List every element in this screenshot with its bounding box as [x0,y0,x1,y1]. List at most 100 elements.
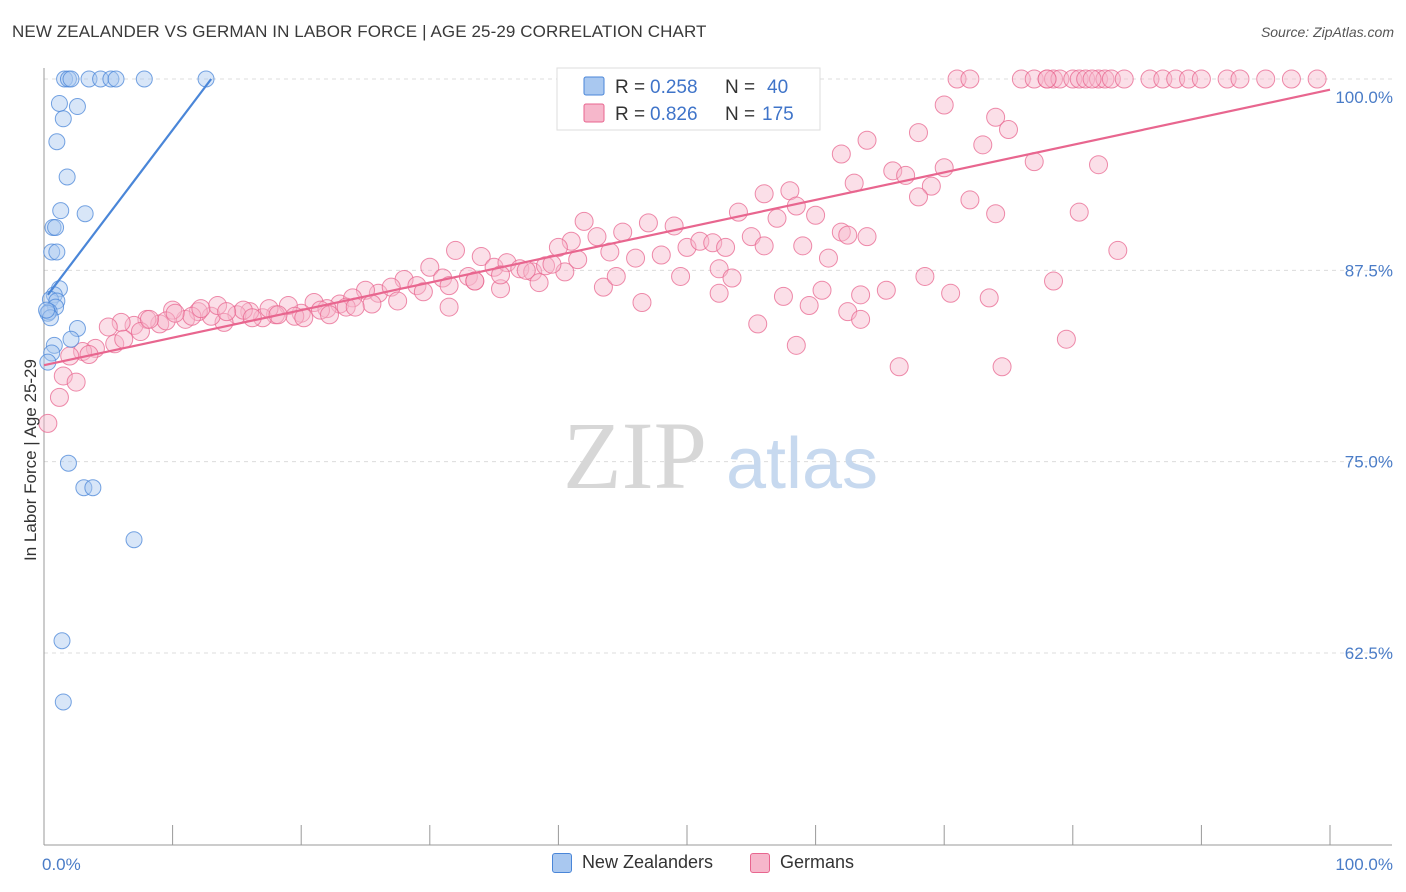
legend-swatch-new-zealanders [551,852,572,873]
german-point [889,357,909,377]
german-point [491,279,511,299]
watermark: ZIP atlas [563,402,878,509]
german-point [1230,69,1250,89]
german-point [420,257,440,277]
german-point [799,296,819,316]
german-point [632,292,652,312]
german-point [242,308,262,328]
y-tick-label: 62.5% [1345,644,1393,663]
german-point [806,205,826,225]
german-point [471,247,491,267]
german-point [934,95,954,115]
german-point [66,372,86,392]
stats-legend: R = 0.258 N = 40 R = 0.826 N = 175 [556,67,821,131]
new-zealander-point [50,94,68,112]
stats-n-label-2: N = [725,104,755,125]
german-point [754,236,774,256]
german-point [388,291,408,311]
german-point [593,277,613,297]
german-point [876,280,896,300]
german-point [1044,271,1064,291]
german-point [921,176,941,196]
german-point [1082,69,1102,89]
german-trend-line [43,88,1331,367]
german-point [114,329,134,349]
new-zealander-point [58,168,76,186]
german-point [973,135,993,155]
german-point [1056,329,1076,349]
new-zealander-point [102,70,120,88]
german-point [979,288,999,308]
watermark-zip: ZIP [563,402,707,509]
stats-r-label-2: R = [615,104,645,125]
new-zealander-point [47,218,65,236]
german-point [992,357,1012,377]
german-point [851,285,871,305]
stats-n-value-2: 175 [762,104,794,125]
german-point [722,268,742,288]
new-zealander-point [48,133,66,151]
german-point [709,283,729,303]
new-zealander-point [52,202,70,220]
german-point [1069,202,1089,222]
german-point [201,306,221,326]
new-zealander-point [75,479,93,497]
german-point [542,254,562,274]
german-point [960,190,980,210]
german-point [908,187,928,207]
new-zealander-point [107,70,125,88]
legend-label-new-zealanders: New Zealanders [581,852,713,872]
german-point [1044,69,1064,89]
german-point [1307,69,1327,89]
german-point [60,346,80,366]
german-point [1108,240,1128,260]
new-zealander-point [62,330,80,348]
german-point [915,266,935,286]
german-point [748,314,768,334]
german-point [165,303,185,323]
new-zealander-point [41,309,59,327]
german-point [38,413,58,433]
german-point [960,69,980,89]
new-zealander-point [54,693,72,711]
data-points [38,69,1327,711]
german-point [857,227,877,247]
new-zealander-point [135,70,153,88]
german-point [908,123,928,143]
german-point [793,236,813,256]
watermark-atlas: atlas [726,424,878,504]
new-zealander-point [56,70,74,88]
series-legend: New Zealanders Germans [0,852,1406,878]
german-point [49,387,69,407]
german-point [529,273,549,293]
german-point [986,204,1006,224]
new-zealander-point [48,243,66,261]
new-zealander-point [43,243,61,261]
german-point [163,300,183,320]
y-axis-label: In Labor Force | Age 25-29 [21,359,40,561]
new-zealander-point [80,70,98,88]
legend-item-new-zealanders[interactable]: New Zealanders [551,852,713,873]
german-point [767,208,787,228]
new-zealander-point [53,632,71,650]
new-zealander-point [68,319,86,337]
german-point [626,248,646,268]
legend-item-germans[interactable]: Germans [750,852,854,873]
tick-labels: 62.5% 75.0% 87.5% 100.0% 0.0% 100.0% [42,88,1393,874]
german-point [1191,69,1211,89]
x-tick-label: 0.0% [42,855,81,874]
german-point [98,317,118,337]
german-point [606,266,626,286]
german-point [818,248,838,268]
german-point [191,299,211,319]
stats-n-label-1: N = [725,77,755,98]
new-zealander-point [38,301,56,319]
y-tick-label: 87.5% [1345,261,1393,280]
german-point [838,225,858,245]
new-zealander-point [43,344,61,362]
legend-swatch-germans [750,852,771,873]
x-tick-label: 100.0% [1335,855,1393,874]
german-point [491,265,511,285]
german-point [812,280,832,300]
stats-swatch-germans [583,103,605,123]
